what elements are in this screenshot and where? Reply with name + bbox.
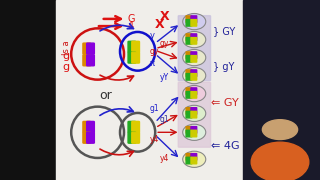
Text: y4: y4 [150,135,159,144]
Text: gy: gy [150,47,159,56]
FancyBboxPatch shape [186,70,192,76]
FancyBboxPatch shape [186,38,192,44]
FancyBboxPatch shape [191,127,197,133]
Ellipse shape [183,86,206,102]
Text: y: y [150,31,155,40]
FancyBboxPatch shape [191,38,197,44]
FancyBboxPatch shape [186,154,192,160]
FancyBboxPatch shape [83,43,91,54]
FancyBboxPatch shape [87,55,94,66]
Ellipse shape [183,68,206,84]
FancyBboxPatch shape [191,92,197,98]
FancyBboxPatch shape [178,82,211,147]
Ellipse shape [183,50,206,66]
Text: ⇐ 4G: ⇐ 4G [211,141,240,151]
FancyBboxPatch shape [186,108,192,114]
FancyBboxPatch shape [191,56,197,62]
FancyBboxPatch shape [87,122,94,132]
FancyBboxPatch shape [191,70,197,76]
FancyBboxPatch shape [186,127,192,133]
FancyBboxPatch shape [191,74,197,80]
Text: Is a: Is a [62,40,71,55]
Text: y4: y4 [159,154,169,163]
Bar [56,0,320,180]
FancyBboxPatch shape [191,111,197,118]
FancyBboxPatch shape [186,16,192,22]
FancyBboxPatch shape [83,132,91,143]
FancyBboxPatch shape [191,154,197,160]
Ellipse shape [251,142,309,180]
Text: G: G [128,14,135,24]
FancyBboxPatch shape [186,88,192,94]
Ellipse shape [183,124,206,140]
FancyBboxPatch shape [186,74,192,80]
FancyBboxPatch shape [191,157,197,164]
FancyBboxPatch shape [128,41,136,52]
Circle shape [262,120,298,140]
FancyBboxPatch shape [191,34,197,40]
Ellipse shape [183,105,206,122]
Text: g: g [62,51,69,61]
Bar [243,0,320,180]
Text: π: π [150,59,155,68]
Text: or: or [99,89,112,102]
FancyBboxPatch shape [186,56,192,62]
Text: X: X [155,18,165,31]
Text: g: g [62,62,69,72]
FancyBboxPatch shape [186,130,192,137]
Text: 4: 4 [128,21,134,31]
Text: g1: g1 [150,104,159,113]
Text: ⇐ GY: ⇐ GY [211,98,239,108]
FancyBboxPatch shape [87,43,94,54]
FancyBboxPatch shape [191,20,197,26]
FancyBboxPatch shape [186,92,192,98]
Text: X: X [160,10,170,23]
FancyBboxPatch shape [132,122,140,132]
FancyBboxPatch shape [83,122,91,132]
Text: } gY: } gY [213,62,234,72]
Ellipse shape [183,151,206,167]
FancyBboxPatch shape [191,108,197,114]
FancyBboxPatch shape [128,52,136,63]
FancyBboxPatch shape [191,52,197,58]
FancyBboxPatch shape [128,122,136,132]
FancyBboxPatch shape [186,20,192,26]
FancyBboxPatch shape [186,34,192,40]
FancyBboxPatch shape [128,132,136,143]
Text: g1: g1 [159,115,169,124]
Text: } GY: } GY [213,26,235,36]
FancyBboxPatch shape [191,130,197,137]
Text: gy: gy [159,39,169,48]
FancyBboxPatch shape [83,55,91,66]
FancyBboxPatch shape [186,52,192,58]
FancyBboxPatch shape [132,52,140,63]
FancyBboxPatch shape [132,132,140,143]
Text: yY: yY [159,73,169,82]
FancyBboxPatch shape [178,16,211,81]
FancyBboxPatch shape [191,88,197,94]
Ellipse shape [183,14,206,30]
FancyBboxPatch shape [186,111,192,118]
FancyBboxPatch shape [132,41,140,52]
Ellipse shape [183,31,206,48]
FancyBboxPatch shape [191,16,197,22]
FancyBboxPatch shape [186,157,192,164]
FancyBboxPatch shape [87,132,94,143]
